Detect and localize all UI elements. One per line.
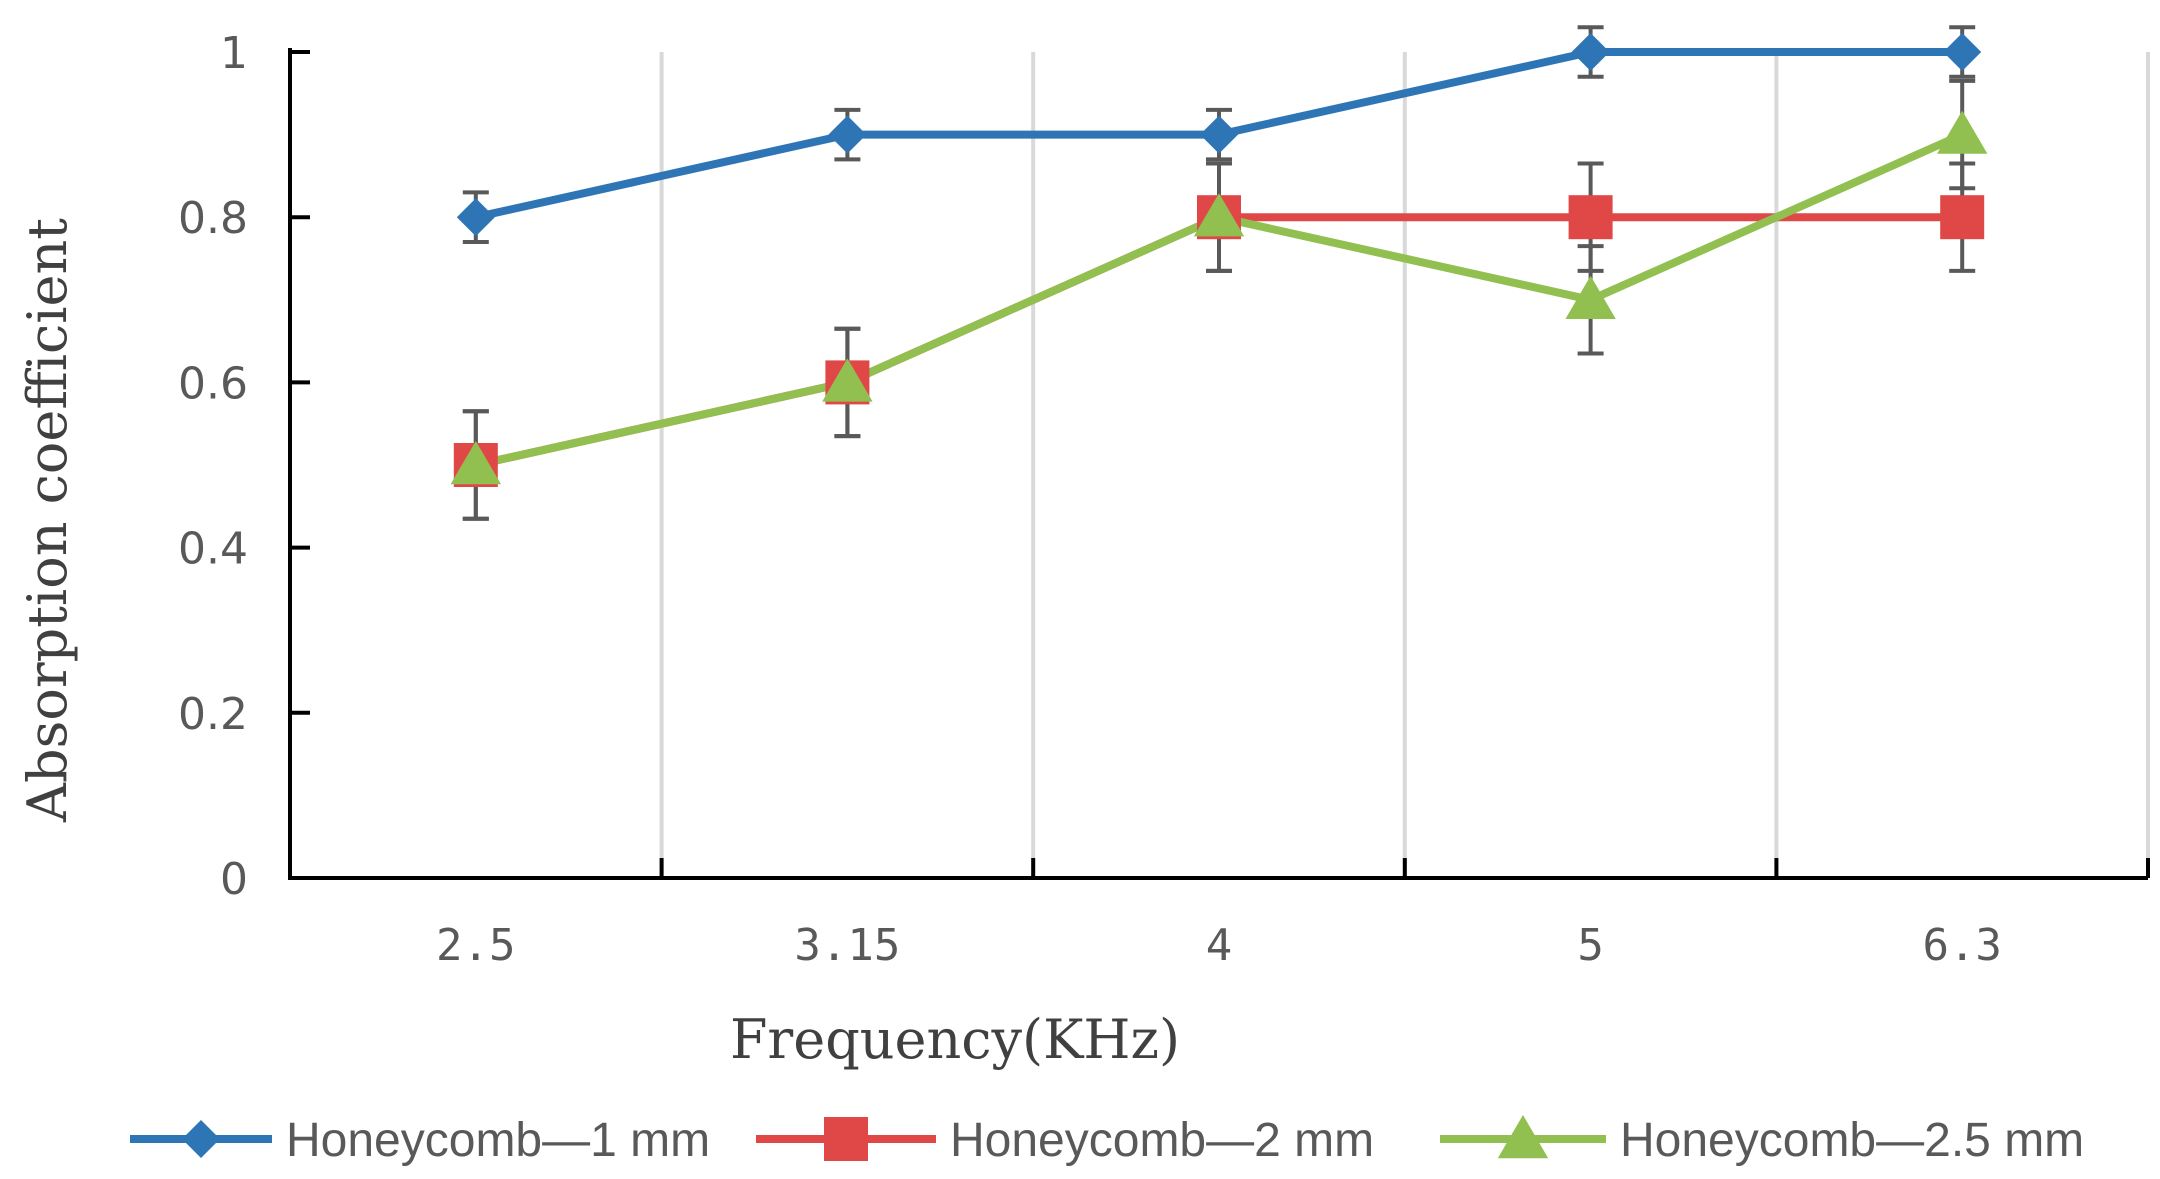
legend: Honeycomb—1 mm Honeycomb—2 mm Honeycomb—2.…: [130, 1114, 2084, 1167]
legend-label: Honeycomb—1 mm: [286, 1114, 710, 1167]
x-tick-label: 5: [1577, 920, 1604, 971]
diamond-marker: [828, 115, 867, 154]
square-marker: [1940, 195, 1985, 240]
x-tick-label: 4: [1206, 920, 1233, 971]
x-tick-label: 6.3: [1922, 920, 2001, 971]
diamond-marker: [1943, 33, 1982, 71]
axes: [288, 48, 2150, 880]
triangle-marker: [1497, 1115, 1549, 1159]
x-axis-title: Frequency(KHz): [730, 1008, 1180, 1071]
diamond-marker: [182, 1120, 220, 1158]
legend-entry: Honeycomb—2.5 mm: [1440, 1114, 2084, 1167]
y-tick-label: 0.8: [178, 193, 248, 244]
legend-label: Honeycomb—2.5 mm: [1620, 1114, 2084, 1167]
square-marker: [1568, 195, 1613, 240]
y-tick-label: 0: [220, 854, 248, 905]
square-marker: [824, 1117, 868, 1161]
y-tick-label: 0.2: [178, 689, 248, 740]
grid-lines: [659, 52, 2150, 878]
diamond-marker: [1571, 33, 1610, 71]
diamond-marker: [1200, 115, 1238, 154]
y-tick-label: 0.4: [178, 524, 248, 575]
legend-label: Honeycomb—2 mm: [950, 1114, 1374, 1167]
triangle-marker: [1193, 193, 1245, 237]
tick-labels: 0 0.2 0.4 0.6 0.8 1 2.5 3.15 4 5 6.3: [178, 28, 2002, 971]
diamond-marker: [456, 198, 495, 237]
legend-entry: Honeycomb—2 mm: [756, 1114, 1374, 1167]
y-axis-title: Absorption coefficient: [16, 218, 79, 823]
triangle-marker: [1565, 275, 1616, 319]
y-tick-label: 1: [220, 28, 248, 79]
y-tick-label: 0.6: [178, 358, 248, 409]
error-bars: [462, 25, 1976, 521]
triangle-marker: [822, 358, 873, 402]
x-tick-label: 3.15: [794, 920, 900, 971]
series-markers: [450, 33, 1988, 487]
triangle-marker: [1937, 110, 1988, 154]
triangle-marker: [450, 441, 501, 485]
legend-entry: Honeycomb—1 mm: [130, 1114, 710, 1167]
x-tick-label: 2.5: [436, 920, 515, 971]
